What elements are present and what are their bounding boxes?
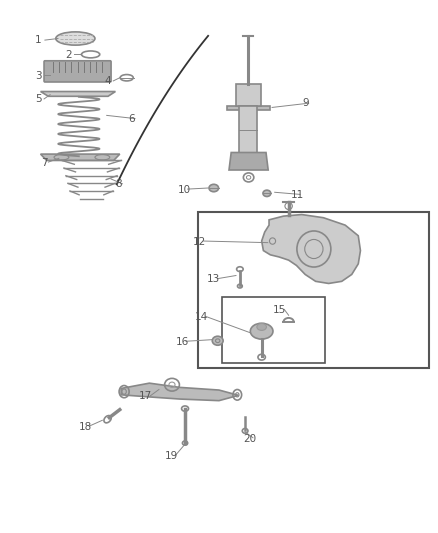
- Text: 8: 8: [116, 179, 122, 189]
- Ellipse shape: [251, 323, 273, 339]
- Text: 5: 5: [35, 94, 42, 104]
- Text: 1: 1: [35, 35, 42, 45]
- Polygon shape: [261, 215, 360, 284]
- Ellipse shape: [56, 32, 95, 45]
- Polygon shape: [229, 152, 268, 170]
- Text: 9: 9: [303, 98, 309, 108]
- Polygon shape: [227, 106, 270, 110]
- Text: 20: 20: [243, 434, 256, 444]
- Text: 19: 19: [165, 451, 178, 462]
- Text: 6: 6: [128, 114, 134, 124]
- Text: 18: 18: [78, 422, 92, 432]
- Polygon shape: [41, 154, 120, 160]
- Polygon shape: [121, 383, 239, 401]
- Text: 11: 11: [291, 190, 304, 200]
- Text: 10: 10: [178, 184, 191, 195]
- FancyBboxPatch shape: [44, 61, 111, 82]
- Text: 3: 3: [35, 70, 42, 80]
- Text: 4: 4: [105, 76, 111, 86]
- Polygon shape: [41, 92, 116, 96]
- Bar: [239, 106, 257, 152]
- Bar: [237, 84, 261, 106]
- Text: 14: 14: [195, 312, 208, 322]
- Ellipse shape: [263, 190, 271, 197]
- Bar: [223, 297, 325, 363]
- Bar: [198, 212, 429, 368]
- Text: 16: 16: [175, 337, 189, 347]
- Text: 15: 15: [273, 305, 286, 315]
- Text: 2: 2: [66, 50, 72, 60]
- Ellipse shape: [209, 184, 219, 192]
- Ellipse shape: [257, 324, 266, 330]
- Text: 12: 12: [193, 237, 206, 247]
- Ellipse shape: [212, 336, 223, 345]
- Text: 7: 7: [41, 158, 47, 167]
- Text: 13: 13: [207, 274, 220, 284]
- Text: 17: 17: [139, 391, 152, 401]
